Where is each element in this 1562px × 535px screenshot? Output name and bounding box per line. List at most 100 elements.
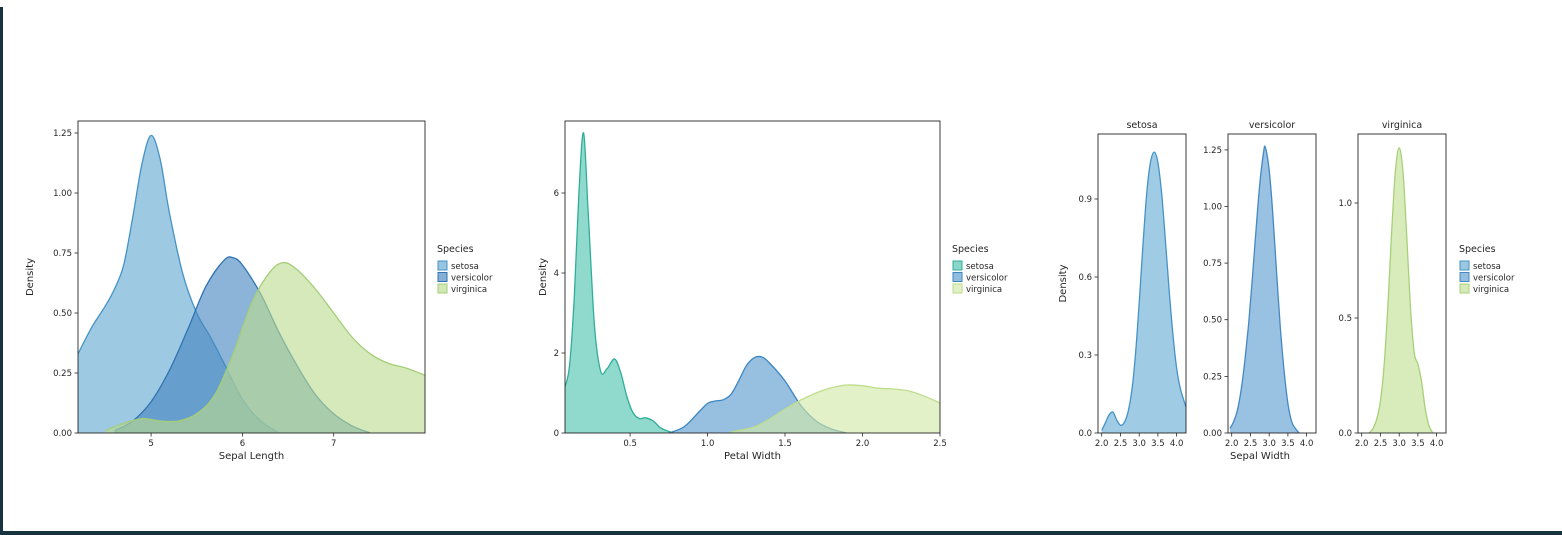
legend-label-virginica: virginica bbox=[451, 285, 487, 295]
x-tick-label: 3.0 bbox=[1392, 439, 1406, 449]
x-tick-label: 2.0 bbox=[1225, 439, 1239, 449]
kde-line-versicolor bbox=[1229, 145, 1300, 433]
x-tick-label: 6 bbox=[240, 439, 245, 449]
y-axis-label: Density bbox=[1058, 264, 1069, 302]
y-tick-label: 1.00 bbox=[53, 189, 72, 199]
x-tick-label: 2.0 bbox=[856, 439, 870, 449]
x-tick-label: 2.5 bbox=[1374, 439, 1388, 449]
legend-swatch-setosa bbox=[952, 260, 963, 271]
legend-swatch-virginica bbox=[437, 283, 448, 294]
legend-title: Species bbox=[1459, 244, 1496, 255]
plot-area bbox=[1368, 147, 1434, 433]
x-tick-label: 2.0 bbox=[1095, 439, 1109, 449]
legend-swatch-setosa bbox=[1459, 260, 1470, 271]
y-tick-label: 0.75 bbox=[1203, 259, 1222, 269]
y-axis-label: Density bbox=[538, 258, 549, 296]
x-tick-label: 0.5 bbox=[623, 439, 637, 449]
y-tick-label: 0.9 bbox=[1078, 195, 1092, 205]
kde-area-setosa bbox=[565, 132, 674, 433]
legend-swatch-virginica bbox=[1459, 283, 1470, 294]
x-tick-label: 3.5 bbox=[1151, 439, 1165, 449]
plot-area bbox=[565, 132, 940, 433]
kde-area-virginica bbox=[105, 262, 425, 433]
legend-swatch-versicolor bbox=[1459, 272, 1470, 282]
x-tick-label: 4.0 bbox=[1170, 439, 1184, 449]
y-tick-label: 6 bbox=[554, 189, 559, 199]
x-tick-label: 5 bbox=[148, 439, 153, 449]
y-tick-label: 0.50 bbox=[53, 309, 72, 319]
x-tick-label: 3.0 bbox=[1262, 439, 1276, 449]
x-tick-label: 3.5 bbox=[1411, 439, 1425, 449]
y-tick-label: 1.25 bbox=[53, 129, 72, 139]
kde-area-setosa bbox=[1101, 152, 1186, 433]
x-tick-label: 4.0 bbox=[1430, 439, 1444, 449]
y-tick-label: 1.00 bbox=[1203, 203, 1222, 213]
y-tick-label: 1.0 bbox=[1338, 199, 1352, 209]
legend-label-versicolor: versicolor bbox=[1473, 274, 1515, 284]
kde-line-setosa bbox=[565, 132, 674, 433]
x-tick-label: 2.5 bbox=[1114, 439, 1128, 449]
x-tick-label: 7 bbox=[331, 439, 336, 449]
kde-line-virginica bbox=[1368, 147, 1434, 433]
y-tick-label: 0.50 bbox=[1203, 316, 1222, 326]
y-tick-label: 0.6 bbox=[1078, 273, 1092, 283]
legend-label-setosa: setosa bbox=[451, 262, 479, 272]
x-tick-label: 2.5 bbox=[1244, 439, 1258, 449]
legend-swatch-setosa bbox=[437, 260, 448, 271]
plot-area bbox=[1229, 145, 1300, 433]
y-tick-label: 4 bbox=[554, 269, 559, 279]
window-border-bottom bbox=[0, 531, 1562, 535]
facet-title: virginica bbox=[1382, 120, 1422, 131]
facet-title: versicolor bbox=[1249, 120, 1295, 131]
y-tick-label: 0.0 bbox=[1338, 429, 1352, 439]
x-tick-label: 4.0 bbox=[1300, 439, 1314, 449]
legend-label-versicolor: versicolor bbox=[451, 274, 493, 284]
y-tick-label: 0.0 bbox=[1078, 429, 1092, 439]
legend-label-versicolor: versicolor bbox=[966, 274, 1008, 284]
y-tick-label: 0.00 bbox=[1203, 429, 1222, 439]
x-tick-label: 2.5 bbox=[933, 439, 947, 449]
legend-title: Species bbox=[437, 244, 474, 255]
x-axis-label: Sepal Length bbox=[219, 451, 284, 462]
kde-area-versicolor bbox=[1229, 146, 1300, 433]
plot-panel-border bbox=[77, 120, 426, 434]
legend-label-virginica: virginica bbox=[966, 285, 1002, 295]
window-border-left bbox=[0, 7, 3, 535]
legend-swatch-versicolor bbox=[437, 272, 448, 282]
plot-panel-border bbox=[1357, 133, 1447, 434]
plot-area bbox=[78, 134, 425, 433]
kde-line-setosa bbox=[1101, 151, 1186, 431]
y-tick-label: 1.25 bbox=[1203, 146, 1222, 156]
plot-panel-border bbox=[1227, 133, 1317, 434]
kde-line-virginica bbox=[730, 384, 940, 433]
plot-panel-border bbox=[1097, 133, 1187, 434]
facet-title: setosa bbox=[1126, 120, 1157, 131]
legend-swatch-virginica bbox=[952, 283, 963, 294]
y-axis-label: Density bbox=[25, 258, 36, 296]
legend-swatch-versicolor bbox=[952, 272, 963, 282]
x-tick-label: 3.0 bbox=[1132, 439, 1146, 449]
legend-label-virginica: virginica bbox=[1473, 285, 1509, 295]
y-tick-label: 2 bbox=[554, 349, 559, 359]
y-tick-label: 0.00 bbox=[53, 429, 72, 439]
x-tick-label: 1.0 bbox=[701, 439, 715, 449]
legend-title: Species bbox=[952, 244, 989, 255]
kde-area-setosa bbox=[78, 135, 279, 433]
x-tick-label: 2.0 bbox=[1355, 439, 1369, 449]
y-tick-label: 0.25 bbox=[53, 369, 72, 379]
y-tick-label: 0.3 bbox=[1078, 351, 1092, 361]
kde-line-virginica bbox=[105, 261, 425, 432]
y-tick-label: 0 bbox=[554, 429, 559, 439]
x-axis-label: Sepal Width bbox=[1230, 451, 1290, 462]
y-tick-label: 0.5 bbox=[1338, 314, 1352, 324]
kde-area-virginica bbox=[730, 384, 940, 433]
x-axis-label: Petal Width bbox=[724, 451, 781, 462]
plot-area bbox=[1101, 151, 1186, 433]
y-tick-label: 0.75 bbox=[53, 249, 72, 259]
y-tick-label: 0.25 bbox=[1203, 372, 1222, 382]
x-tick-label: 1.5 bbox=[778, 439, 792, 449]
plot-panel-border bbox=[564, 120, 941, 434]
x-tick-label: 3.5 bbox=[1281, 439, 1295, 449]
